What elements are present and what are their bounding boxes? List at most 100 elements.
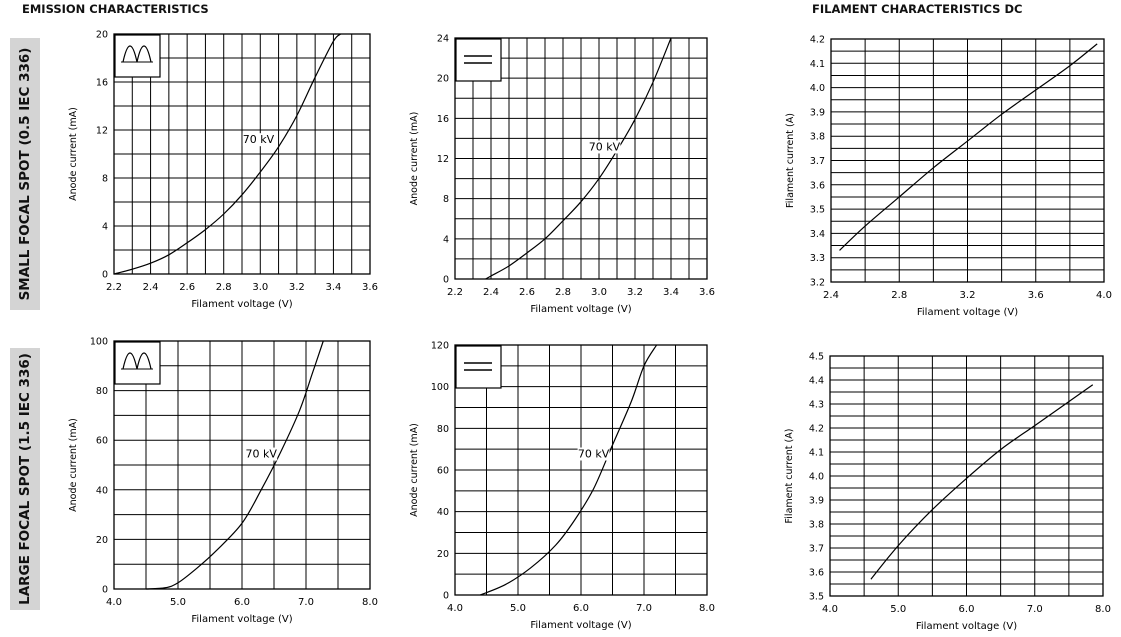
y-axis-label: Anode current (mA) — [409, 423, 420, 517]
x-tick-label: 7.0 — [636, 603, 652, 614]
y-tick-label: 4.0 — [810, 83, 825, 94]
x-tick-label: 3.0 — [252, 282, 268, 293]
x-tick-label: 3.6 — [699, 287, 715, 298]
filament-characteristics-title: FILAMENT CHARACTERISTICS DC — [812, 2, 1023, 16]
annotation-background — [588, 140, 621, 154]
y-axis-label: Anode current (mA) — [68, 418, 79, 512]
x-tick-label: 4.0 — [447, 603, 463, 614]
y-tick-label: 0 — [102, 585, 108, 596]
y-tick-label: 40 — [437, 507, 449, 518]
y-tick-label: 3.7 — [810, 156, 825, 167]
plot-frame — [829, 355, 1104, 597]
y-tick-label: 8 — [102, 174, 108, 185]
x-tick-label: 8.0 — [699, 603, 715, 614]
ac-full-wave-icon — [114, 341, 161, 385]
y-tick-label: 4.1 — [810, 59, 825, 70]
dc-direct-current-icon — [455, 345, 502, 389]
y-tick-label: 20 — [437, 74, 449, 85]
y-tick-label: 20 — [96, 535, 108, 546]
x-tick-label: 5.0 — [890, 604, 906, 615]
x-tick-label: 3.2 — [627, 287, 643, 298]
y-tick-label: 4.5 — [809, 352, 824, 363]
y-tick-label: 3.8 — [809, 520, 824, 531]
x-axis-label: Filament voltage (V) — [191, 299, 292, 310]
series-line — [145, 340, 324, 590]
annotation-background — [245, 447, 278, 461]
icon-box — [455, 38, 502, 82]
series-line — [113, 33, 342, 275]
y-tick-label: 3.6 — [809, 568, 824, 579]
y-tick-label: 4 — [443, 234, 449, 245]
plot-frame — [113, 340, 371, 590]
plot-frame — [454, 344, 708, 596]
x-tick-label: 2.2 — [447, 287, 463, 298]
y-tick-label: 100 — [431, 382, 449, 393]
icon-box — [455, 345, 502, 389]
x-tick-label: 2.6 — [179, 282, 195, 293]
y-tick-label: 16 — [96, 78, 108, 89]
y-axis-label: Anode current (mA) — [68, 107, 79, 201]
y-tick-label: 3.2 — [810, 278, 825, 289]
y-tick-label: 12 — [437, 154, 449, 165]
y-tick-label: 80 — [96, 386, 108, 397]
x-tick-label: 3.2 — [960, 290, 976, 301]
y-axis-label: Filament current (A) — [784, 429, 795, 524]
icon-box — [114, 34, 161, 78]
y-tick-label: 120 — [431, 341, 449, 352]
small-focal-spot-band: SMALL FOCAL SPOT (0.5 IEC 336) — [10, 38, 40, 310]
x-tick-label: 2.8 — [216, 282, 232, 293]
x-axis-label: Filament voltage (V) — [917, 307, 1018, 318]
y-tick-label: 0 — [102, 270, 108, 281]
y-axis-label: Anode current (mA) — [409, 112, 420, 206]
y-tick-label: 3.9 — [809, 496, 824, 507]
series-line — [485, 37, 672, 280]
x-tick-label: 2.4 — [483, 287, 499, 298]
y-tick-label: 60 — [437, 466, 449, 477]
x-tick-label: 3.2 — [289, 282, 305, 293]
x-tick-label: 4.0 — [106, 597, 122, 608]
x-tick-label: 7.0 — [1027, 604, 1043, 615]
x-tick-label: 3.4 — [663, 287, 679, 298]
x-tick-label: 6.0 — [234, 597, 250, 608]
y-tick-label: 4.3 — [809, 400, 824, 411]
x-tick-label: 5.0 — [170, 597, 186, 608]
y-tick-label: 60 — [96, 436, 108, 447]
y-tick-label: 4.0 — [809, 472, 824, 483]
annotation-70kv: 70 kV — [589, 140, 621, 153]
annotation-70kv: 70 kV — [243, 133, 275, 146]
y-tick-label: 0 — [443, 591, 449, 602]
x-tick-label: 3.0 — [591, 287, 607, 298]
y-tick-label: 40 — [96, 485, 108, 496]
y-tick-label: 4.4 — [809, 376, 824, 387]
y-tick-label: 3.8 — [810, 132, 825, 143]
y-tick-label: 3.7 — [809, 544, 824, 555]
series-line — [479, 344, 658, 596]
x-tick-label: 2.4 — [823, 290, 839, 301]
y-tick-label: 3.5 — [809, 592, 824, 603]
plot-frame — [830, 38, 1105, 283]
x-axis-label: Filament voltage (V) — [916, 621, 1017, 632]
x-tick-label: 2.6 — [519, 287, 535, 298]
y-tick-label: 4.1 — [809, 448, 824, 459]
emission-characteristics-title: EMISSION CHARACTERISTICS — [22, 2, 209, 16]
y-tick-label: 3.5 — [810, 205, 825, 216]
dc-direct-current-icon — [455, 38, 502, 82]
x-tick-label: 2.2 — [106, 282, 122, 293]
annotation-70kv: 70 kV — [578, 448, 610, 461]
y-tick-label: 8 — [443, 194, 449, 205]
x-tick-label: 3.4 — [325, 282, 341, 293]
grid — [830, 38, 1105, 283]
x-tick-label: 5.0 — [510, 603, 526, 614]
y-tick-label: 0 — [443, 275, 449, 286]
annotation-70kv: 70 kV — [246, 448, 278, 461]
series-line — [839, 43, 1098, 251]
x-tick-label: 6.0 — [573, 603, 589, 614]
x-tick-label: 6.0 — [959, 604, 975, 615]
x-tick-label: 2.4 — [143, 282, 159, 293]
y-tick-label: 4.2 — [810, 35, 825, 46]
x-axis-label: Filament voltage (V) — [530, 304, 631, 315]
